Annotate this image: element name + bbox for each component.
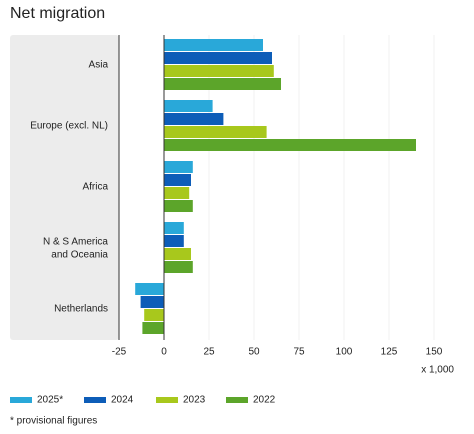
bar — [164, 126, 267, 138]
bar — [135, 283, 164, 295]
bar — [164, 174, 191, 186]
x-tick-label: -25 — [112, 347, 127, 358]
bar — [164, 187, 190, 199]
x-tick-label: 125 — [381, 347, 398, 358]
bar — [164, 222, 184, 234]
footnote: * provisional figures — [10, 416, 97, 427]
bar — [164, 100, 213, 112]
chart-title: Net migration — [10, 5, 105, 22]
legend-label: 2025* — [37, 395, 63, 406]
bar — [164, 139, 416, 151]
bar — [164, 78, 281, 90]
bar — [164, 261, 193, 273]
x-tick-label: 75 — [293, 347, 305, 358]
legend-swatch — [84, 397, 106, 403]
legend-label: 2023 — [183, 395, 206, 406]
legend-label: 2024 — [111, 395, 134, 406]
x-tick-label: 50 — [248, 347, 260, 358]
y-tick-label: Africa — [82, 182, 108, 193]
legend-label: 2022 — [253, 395, 276, 406]
legend-swatch — [10, 397, 32, 403]
y-tick-label: N & S America and Oceania — [43, 236, 108, 260]
x-tick-label: 0 — [161, 347, 167, 358]
bar — [164, 65, 274, 77]
y-tick-label: Asia — [89, 60, 109, 71]
y-tick-label: Netherlands — [54, 304, 108, 315]
bar — [164, 200, 193, 212]
x-tick-label: 25 — [203, 347, 215, 358]
bar — [164, 161, 193, 173]
legend-swatch — [226, 397, 248, 403]
bar — [164, 39, 263, 51]
x-axis-unit: x 1,000 — [421, 365, 454, 376]
label-panel — [10, 35, 119, 340]
bar — [164, 235, 184, 247]
y-tick-label: Europe (excl. NL) — [30, 121, 108, 132]
bar — [164, 113, 224, 125]
bar — [140, 296, 164, 308]
bar — [164, 52, 272, 64]
bar — [164, 248, 191, 260]
bar — [144, 309, 164, 321]
bar — [142, 322, 164, 334]
legend-swatch — [156, 397, 178, 403]
x-tick-label: 100 — [336, 347, 353, 358]
x-tick-label: 150 — [426, 347, 443, 358]
